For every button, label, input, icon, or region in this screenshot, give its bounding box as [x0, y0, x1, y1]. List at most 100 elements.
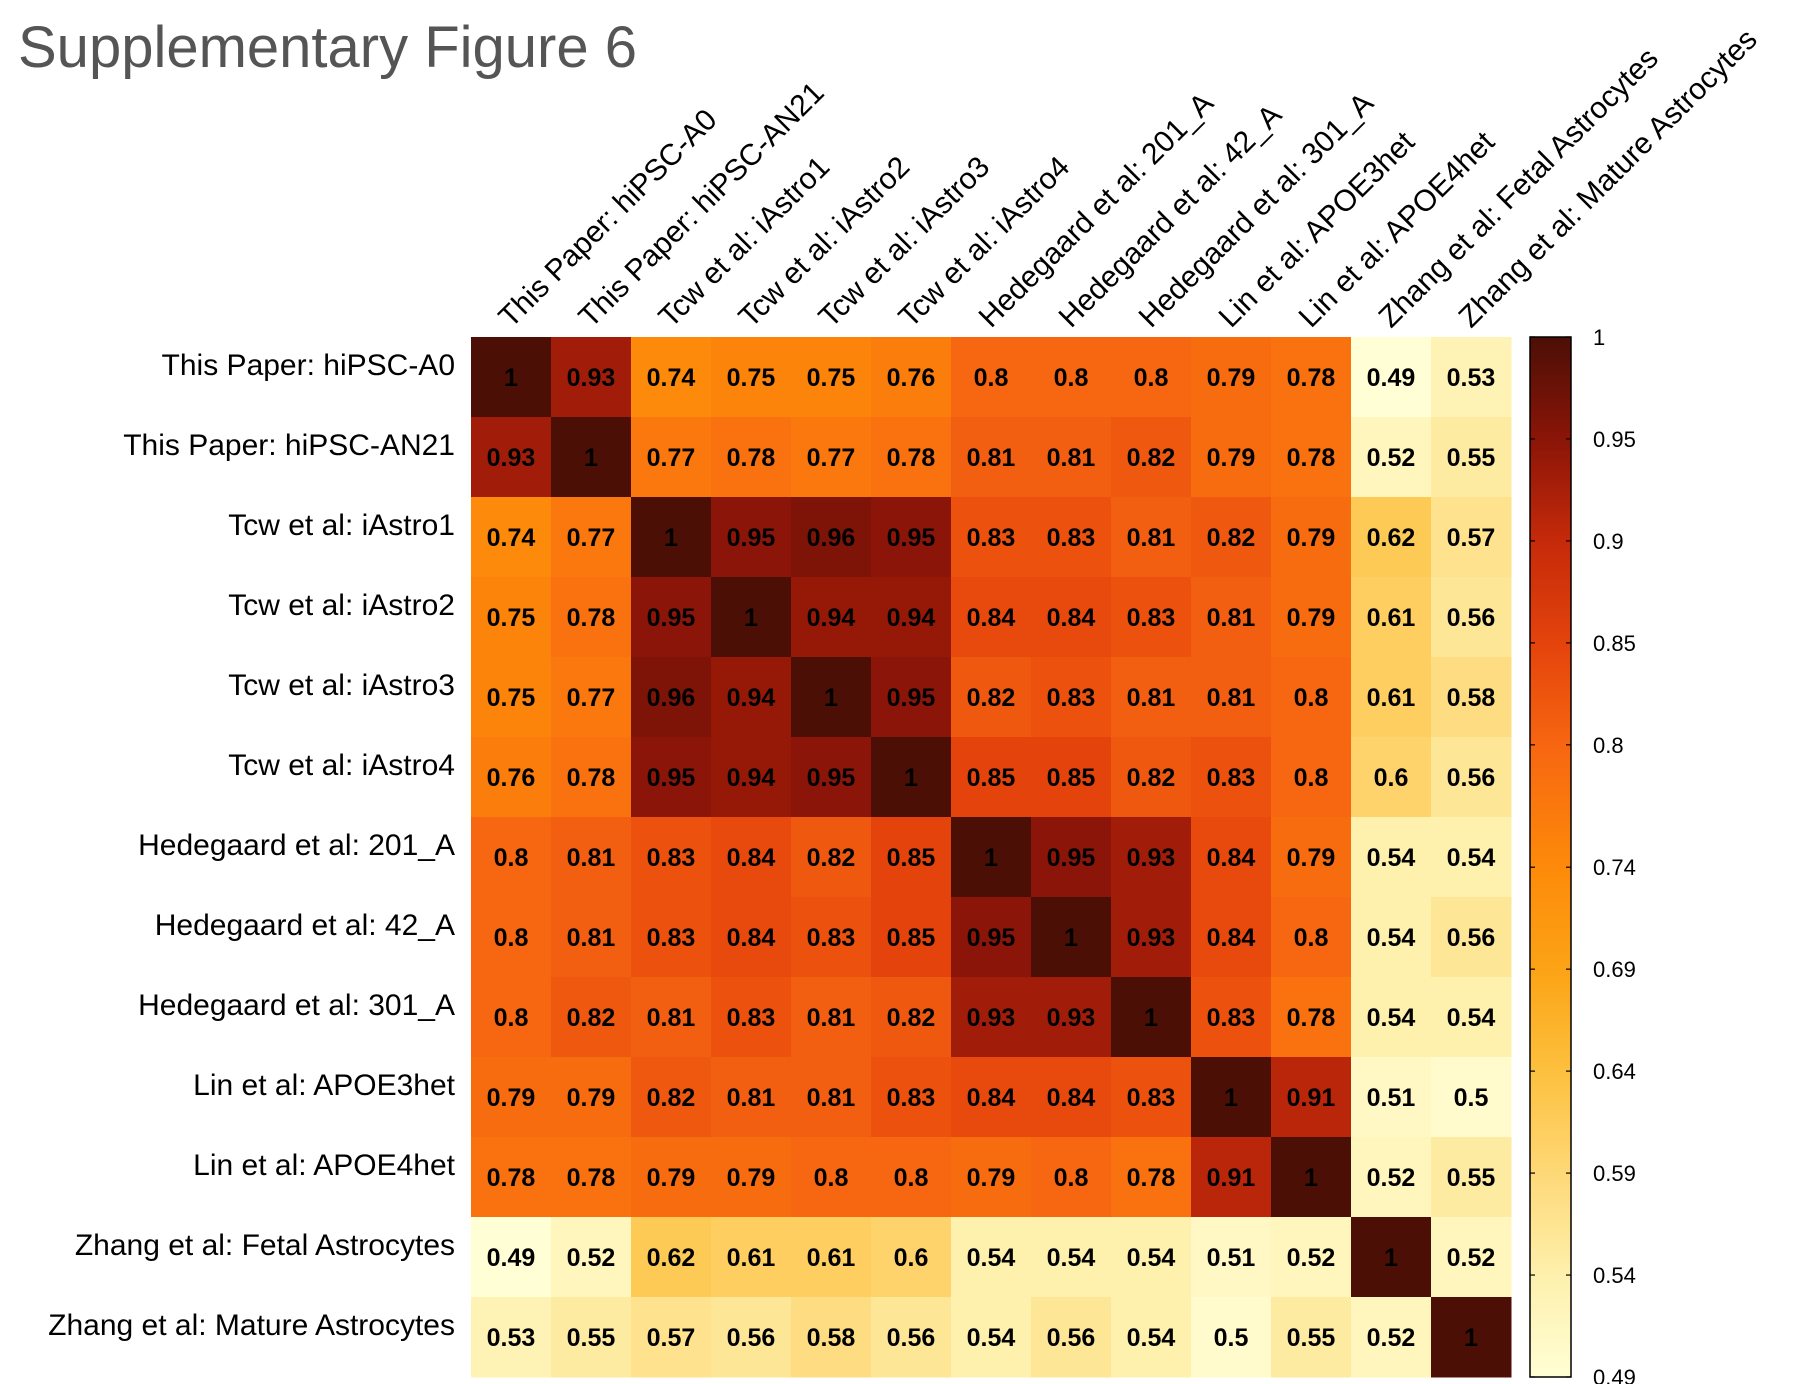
- heatmap-cell: [1431, 337, 1512, 418]
- column-label: Zhang et al: Mature Astrocytes: [1453, 23, 1764, 334]
- colorbar-tick-label: 0.9: [1593, 529, 1624, 554]
- cell-value-label: 0.82: [967, 684, 1016, 712]
- cell-value-label: 0.93: [1047, 1004, 1096, 1032]
- heatmap-cell: [1271, 977, 1352, 1058]
- cell-value-label: 0.91: [1287, 1084, 1336, 1112]
- cell-value-label: 0.61: [727, 1244, 776, 1272]
- cell-value-label: 0.78: [1287, 444, 1336, 472]
- cell-value-label: 0.81: [1207, 604, 1256, 632]
- heatmap-cell: [791, 577, 872, 658]
- cell-value-label: 0.95: [807, 764, 856, 792]
- heatmap-cell: [631, 1217, 712, 1298]
- cell-value-label: 0.93: [567, 364, 616, 392]
- heatmap-cell: [1431, 897, 1512, 978]
- cell-value-label: 0.52: [1367, 1324, 1416, 1352]
- heatmap-cell: [1191, 1137, 1272, 1218]
- heatmap-cell: [951, 897, 1032, 978]
- heatmap-cell: [551, 1217, 632, 1298]
- cell-value-label: 0.8: [1294, 764, 1329, 792]
- cell-value-label: 0.83: [887, 1084, 936, 1112]
- heatmap-cell: [1111, 337, 1192, 418]
- cell-value-label: 0.82: [1127, 764, 1176, 792]
- heatmap-cell: [631, 417, 712, 498]
- cell-value-label: 0.8: [494, 924, 529, 952]
- heatmap-cell: [711, 1137, 792, 1218]
- heatmap-cell: [1351, 817, 1432, 898]
- heatmap-cell: [551, 817, 632, 898]
- cell-value-label: 1: [1304, 1164, 1318, 1192]
- colorbar-tick-label: 0.74: [1593, 855, 1636, 880]
- cell-value-label: 0.5: [1214, 1324, 1249, 1352]
- cell-value-label: 0.83: [647, 924, 696, 952]
- cell-value-label: 0.85: [887, 844, 936, 872]
- heatmap-cell: [471, 417, 552, 498]
- cell-value-label: 0.78: [487, 1164, 536, 1192]
- heatmap-cell: [551, 337, 632, 418]
- cell-value-label: 0.81: [647, 1004, 696, 1032]
- cell-value-label: 0.96: [807, 524, 856, 552]
- heatmap-cell: [1431, 817, 1512, 898]
- cell-value-label: 0.8: [494, 844, 529, 872]
- heatmap-cell: [1111, 577, 1192, 658]
- heatmap-cell: [1191, 1217, 1272, 1298]
- cell-value-label: 1: [1224, 1084, 1238, 1112]
- cell-value-label: 0.56: [1447, 924, 1496, 952]
- cell-value-label: 0.79: [1287, 604, 1336, 632]
- cell-value-label: 1: [744, 604, 758, 632]
- cell-value-label: 0.54: [967, 1244, 1016, 1272]
- cell-value-label: 0.56: [1047, 1324, 1096, 1352]
- heatmap-cell: [1351, 897, 1432, 978]
- cell-value-label: 0.79: [1207, 364, 1256, 392]
- cell-value-label: 0.84: [727, 844, 776, 872]
- heatmap-cell: [1111, 1057, 1192, 1138]
- cell-value-label: 1: [1384, 1244, 1398, 1272]
- heatmap-cell: [1351, 337, 1432, 418]
- heatmap-cell: [871, 977, 952, 1058]
- row-label: Lin et al: APOE4het: [193, 1149, 456, 1182]
- heatmap-cell: [1111, 817, 1192, 898]
- heatmap-cell: [471, 497, 552, 578]
- cell-value-label: 0.95: [647, 764, 696, 792]
- row-label: This Paper: hiPSC-A0: [162, 349, 455, 382]
- heatmap-cell: [871, 1297, 952, 1378]
- cell-value-label: 0.77: [567, 684, 616, 712]
- cell-value-label: 0.93: [487, 444, 536, 472]
- cell-value-label: 0.8: [814, 1164, 849, 1192]
- heatmap-cell: [1191, 657, 1272, 738]
- heatmap-cell: [1191, 577, 1272, 658]
- cell-value-label: 0.54: [1447, 1004, 1496, 1032]
- cell-value-label: 1: [1144, 1004, 1158, 1032]
- cell-value-label: 0.52: [567, 1244, 616, 1272]
- cell-value-label: 0.81: [567, 924, 616, 952]
- heatmap-cell: [631, 817, 712, 898]
- cell-value-label: 0.51: [1367, 1084, 1416, 1112]
- heatmap-cell: [1111, 897, 1192, 978]
- heatmap-cell: [791, 817, 872, 898]
- figure-title: Supplementary Figure 6: [18, 15, 637, 80]
- cell-value-label: 0.77: [647, 444, 696, 472]
- cell-value-label: 0.78: [887, 444, 936, 472]
- colorbar-tick-label: 0.85: [1593, 631, 1636, 656]
- cell-value-label: 0.93: [1127, 924, 1176, 952]
- cell-value-label: 0.78: [567, 604, 616, 632]
- cell-value-label: 0.81: [967, 444, 1016, 472]
- heatmap-cell: [871, 1057, 952, 1138]
- cell-value-label: 0.94: [727, 764, 776, 792]
- cell-value-label: 1: [824, 684, 838, 712]
- heatmap-cell: [1191, 977, 1272, 1058]
- cell-value-label: 0.94: [727, 684, 776, 712]
- heatmap-cell: [951, 1137, 1032, 1218]
- row-label: Tcw et al: iAstro2: [228, 589, 455, 622]
- heatmap-cell: [1431, 1217, 1512, 1298]
- cell-value-label: 0.82: [807, 844, 856, 872]
- row-label: Zhang et al: Fetal Astrocytes: [75, 1229, 455, 1262]
- heatmap-cell: [791, 737, 872, 818]
- heatmap-cell: [1191, 817, 1272, 898]
- heatmap-cell: [1031, 817, 1112, 898]
- heatmap-cell: [1351, 577, 1432, 658]
- heatmap-cell: [1191, 1297, 1272, 1378]
- heatmap-cell: [951, 657, 1032, 738]
- cell-value-label: 0.53: [487, 1324, 536, 1352]
- cell-value-label: 0.81: [1127, 684, 1176, 712]
- heatmap-cell: [631, 737, 712, 818]
